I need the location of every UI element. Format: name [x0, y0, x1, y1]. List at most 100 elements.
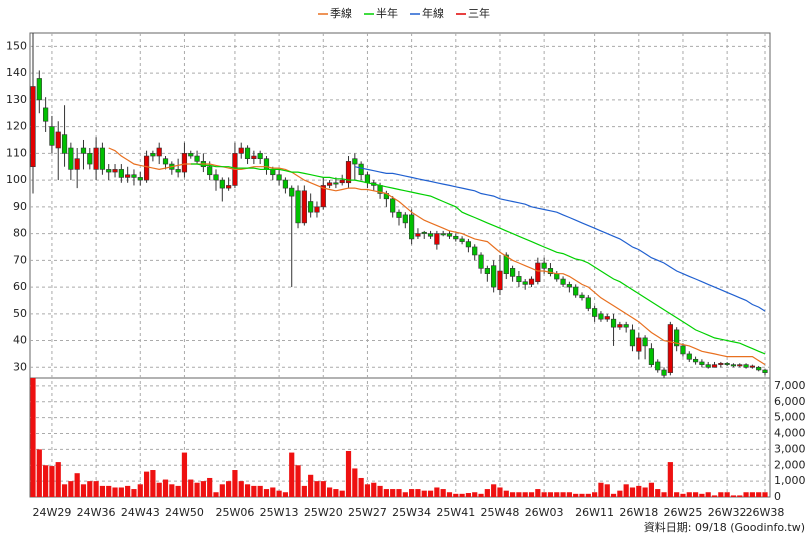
- y-tick-label: 80: [13, 227, 27, 240]
- ma-line: [354, 166, 766, 312]
- candle-body: [238, 147, 244, 154]
- y2-tick-label: 3,000: [774, 442, 806, 455]
- y-tick-label: 90: [13, 200, 27, 213]
- y2-tick-label: 5,000: [774, 411, 806, 424]
- candle-body: [503, 254, 509, 274]
- volume-bar: [434, 487, 440, 497]
- legend-label: 年線: [422, 6, 444, 20]
- volume-bar: [175, 485, 181, 497]
- candle-body: [244, 147, 251, 159]
- candle-body: [661, 369, 667, 376]
- volume-bar: [711, 495, 718, 497]
- candle-body: [541, 262, 547, 269]
- candle-body: [617, 324, 623, 328]
- volume-bar: [200, 481, 206, 497]
- volume-bar: [642, 487, 648, 497]
- candle-body: [156, 147, 162, 157]
- candle-body: [718, 362, 724, 365]
- candle-body: [636, 337, 642, 352]
- volume-bar: [156, 482, 162, 497]
- source-note: 資料日期: 09/18 (Goodinfo.tw): [644, 520, 805, 534]
- ma-line: [190, 163, 766, 355]
- candle-body: [699, 361, 705, 365]
- y2-tick-label: 2,000: [774, 458, 806, 471]
- candle-body: [219, 179, 225, 189]
- y2-tick-label: 4,000: [774, 427, 806, 440]
- volume-bar: [503, 490, 509, 497]
- volume-bar: [289, 452, 295, 497]
- y2-tick-label: 7,000: [774, 379, 806, 392]
- candle-body: [535, 262, 541, 283]
- volume-bar: [655, 489, 661, 497]
- volume-bar: [636, 485, 642, 497]
- ma-line: [108, 147, 766, 366]
- volume-bar: [686, 492, 692, 497]
- candle-body: [421, 231, 427, 234]
- candle-body: [80, 147, 87, 154]
- candle-body: [459, 238, 465, 242]
- candle-body: [737, 364, 743, 367]
- volume-bar: [36, 449, 42, 497]
- volume-bar: [301, 485, 307, 497]
- y-tick-label: 30: [13, 360, 27, 373]
- candle-body: [106, 169, 112, 173]
- x-tick-label: 24W36: [77, 506, 116, 519]
- volume-bar: [680, 493, 686, 497]
- volume-bar: [137, 484, 143, 497]
- candle-body: [118, 169, 124, 178]
- candle-body: [579, 294, 585, 299]
- volume-bar: [326, 487, 333, 497]
- candle-body: [87, 153, 93, 165]
- volume-bar: [383, 489, 389, 497]
- x-tick-label: 25W06: [215, 506, 254, 519]
- candle-body: [427, 233, 434, 237]
- candle-body: [623, 324, 629, 328]
- volume-bar: [509, 492, 516, 497]
- volume-bar: [55, 462, 61, 497]
- candle-body: [446, 233, 453, 237]
- volume-bar: [49, 466, 55, 497]
- candle-body: [743, 364, 749, 368]
- y-tick-label: 130: [6, 93, 27, 106]
- volume-bar: [61, 484, 68, 497]
- volume-bar: [535, 489, 541, 497]
- candle-body: [207, 166, 213, 176]
- volume-bar: [446, 492, 453, 497]
- candle-body: [61, 134, 68, 154]
- volume-bar: [554, 492, 560, 497]
- volume-bar: [592, 492, 598, 497]
- candle-body: [339, 179, 345, 184]
- candle-body: [364, 174, 371, 184]
- legend-label: 三年: [468, 6, 490, 20]
- volume-bar: [427, 490, 434, 497]
- volume-bar: [345, 450, 352, 497]
- volume-bar: [547, 492, 554, 497]
- volume-bar: [333, 489, 339, 497]
- candle-body: [598, 313, 604, 320]
- y-tick-label: 60: [13, 280, 27, 293]
- volume-bar: [238, 481, 244, 497]
- legend-label: 季線: [330, 6, 352, 20]
- candle-body: [137, 177, 143, 181]
- volume-bar: [453, 493, 459, 497]
- volume-bar: [541, 492, 547, 497]
- volume-bar: [93, 481, 99, 497]
- y2-tick-label: 6,000: [774, 395, 806, 408]
- volume-bar: [566, 492, 572, 497]
- candle-body: [49, 126, 55, 146]
- volume-bar: [667, 462, 673, 497]
- candle-body: [440, 233, 446, 236]
- volume-bar: [629, 487, 636, 497]
- volume-bar: [188, 479, 194, 497]
- volume-bar: [181, 452, 188, 497]
- candle-body: [484, 268, 490, 274]
- candle-body: [585, 297, 591, 309]
- candle-body: [516, 276, 522, 283]
- volume-bar: [213, 492, 219, 497]
- volume-bar: [194, 482, 200, 497]
- candle-body: [326, 182, 333, 186]
- candle-body: [263, 158, 270, 170]
- volume-bar: [162, 479, 169, 497]
- candle-body: [724, 362, 730, 365]
- candle-body: [749, 365, 755, 368]
